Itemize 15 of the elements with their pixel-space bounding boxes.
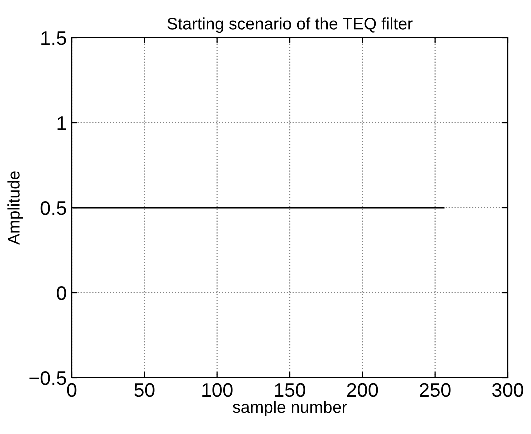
x-tick-label: 150 — [275, 383, 306, 398]
y-tick-label: 1 — [58, 116, 66, 130]
y-tick-label: 0.5 — [40, 201, 66, 216]
x-tick-label: 100 — [202, 383, 233, 398]
x-tick-label: 250 — [420, 383, 451, 398]
y-axis-title: Amplitude — [8, 172, 24, 246]
y-tick-label: 1.5 — [42, 32, 66, 46]
chart-title: Starting scenario of the TEQ filter — [168, 18, 413, 34]
y-tick-label: −0.5 — [30, 371, 66, 386]
x-tick-label: 200 — [347, 383, 378, 398]
x-tick-label: 0 — [67, 383, 77, 398]
x-tick-label: 300 — [492, 383, 524, 398]
y-tick-label: 0 — [57, 286, 66, 300]
x-tick-label: 50 — [134, 383, 155, 398]
x-axis-title: sample number — [233, 400, 348, 417]
